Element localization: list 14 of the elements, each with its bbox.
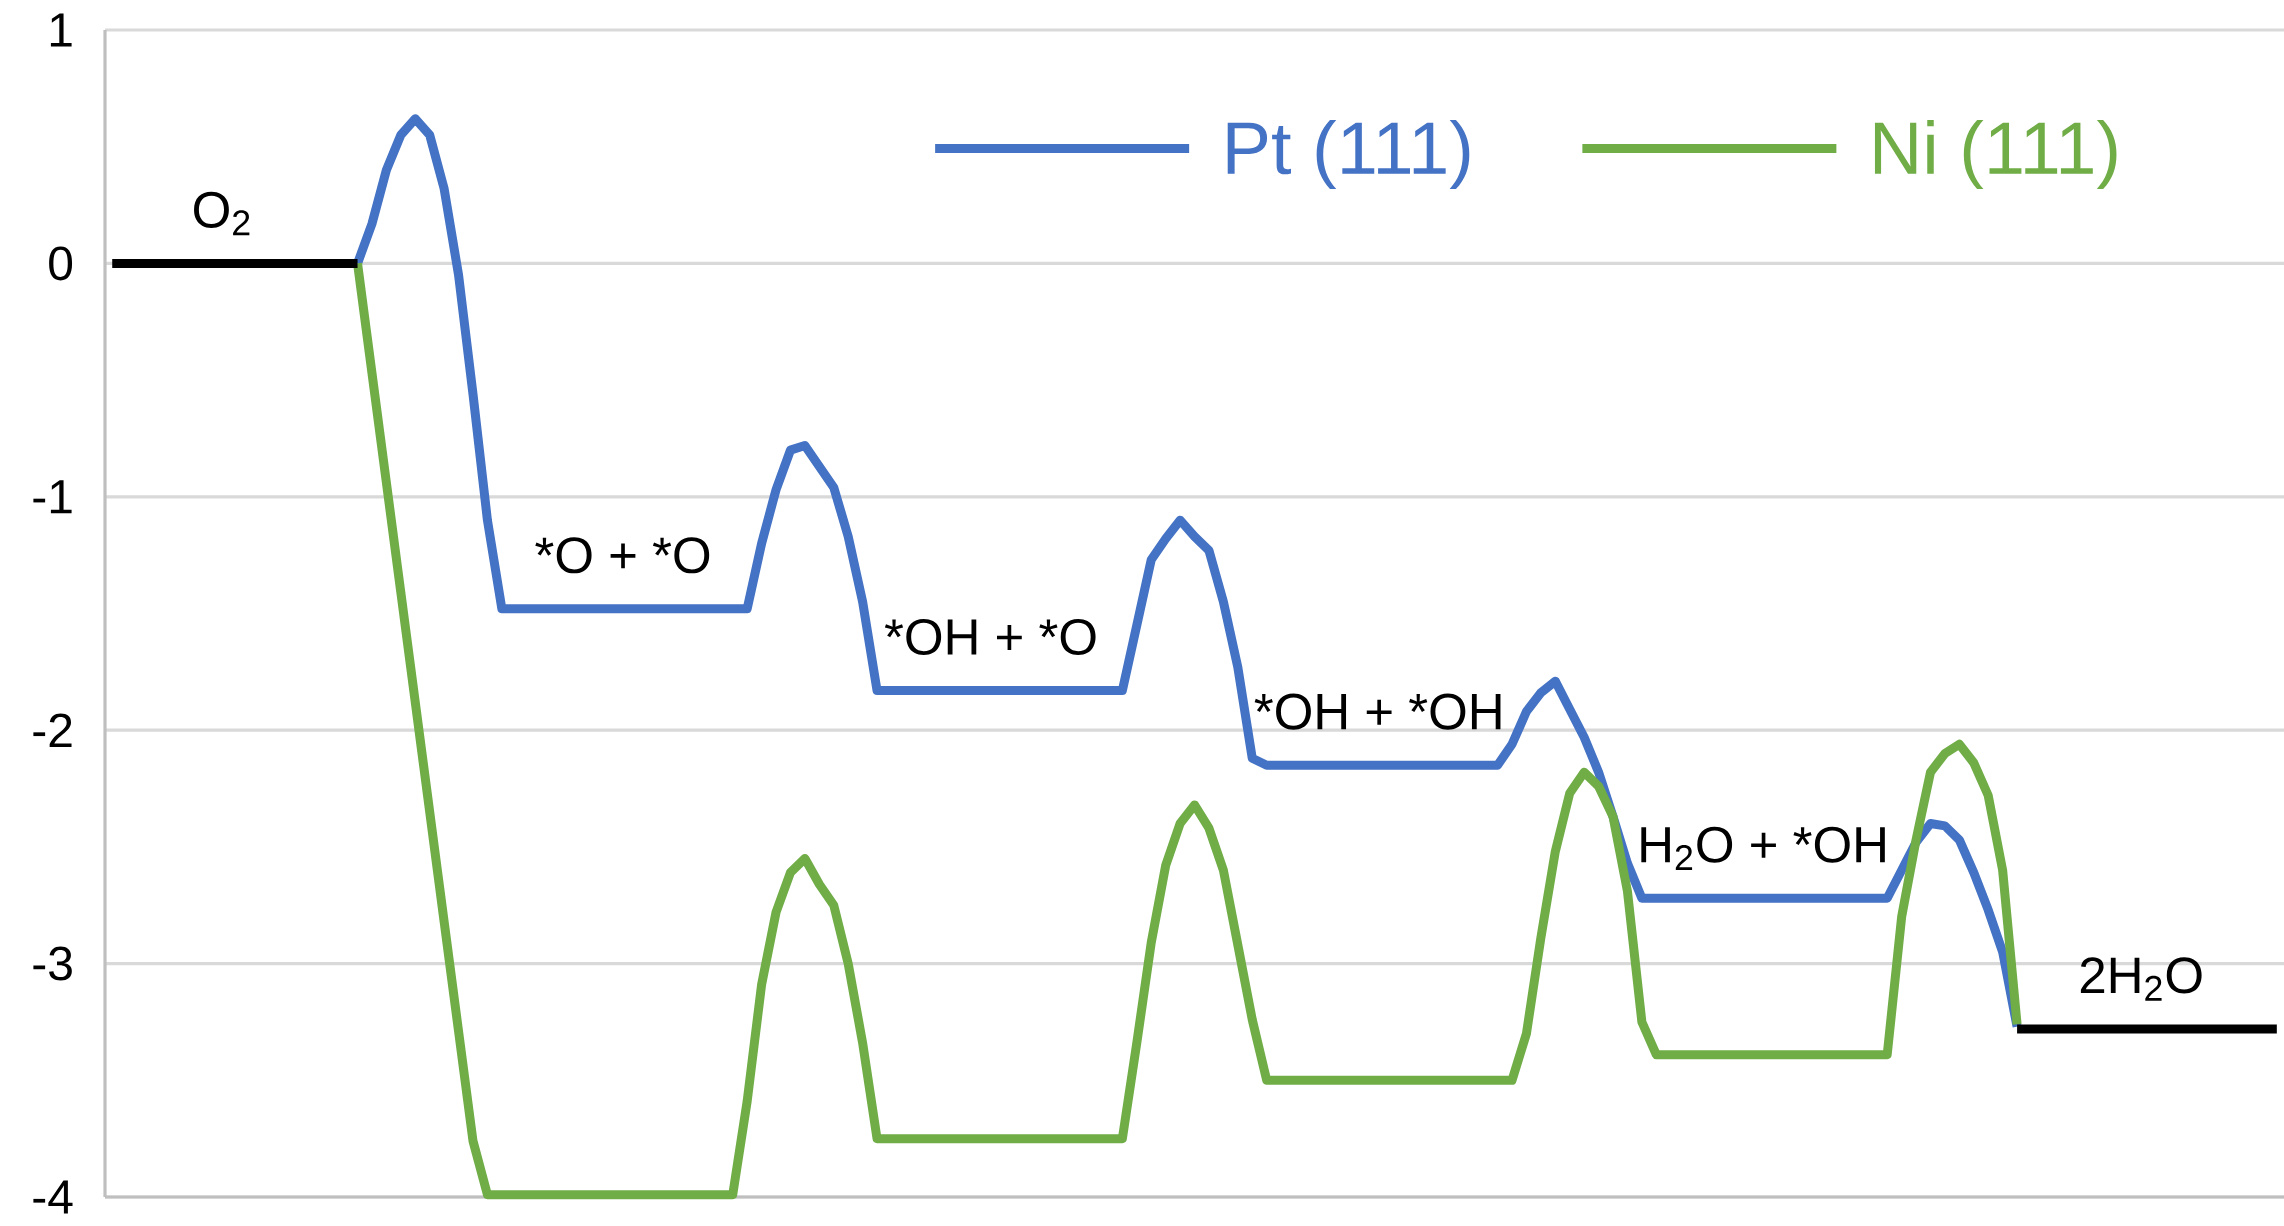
annotation: H$_{2}$O + *OH	[1641, 826, 1885, 871]
annotation: 2H$_{2}$O	[2080, 957, 2202, 1001]
y-tick-label: 0	[49, 246, 73, 281]
legend-label: Ni (111)	[1874, 120, 2117, 190]
y-tick-label: -4	[33, 1180, 73, 1214]
y-tick-label: -3	[33, 946, 72, 981]
y-tick-label: -2	[33, 713, 72, 747]
annotation: *OH + *OH	[1254, 693, 1501, 730]
annotation: *OH + *O	[884, 618, 1096, 656]
legend-label: Pt (111)	[1227, 120, 1470, 190]
annotation: O$_{2}$	[194, 191, 250, 236]
y-tick-label: 1	[50, 13, 72, 47]
y-tick-label: -1	[33, 480, 72, 514]
annotation: *O + *O	[535, 537, 710, 574]
